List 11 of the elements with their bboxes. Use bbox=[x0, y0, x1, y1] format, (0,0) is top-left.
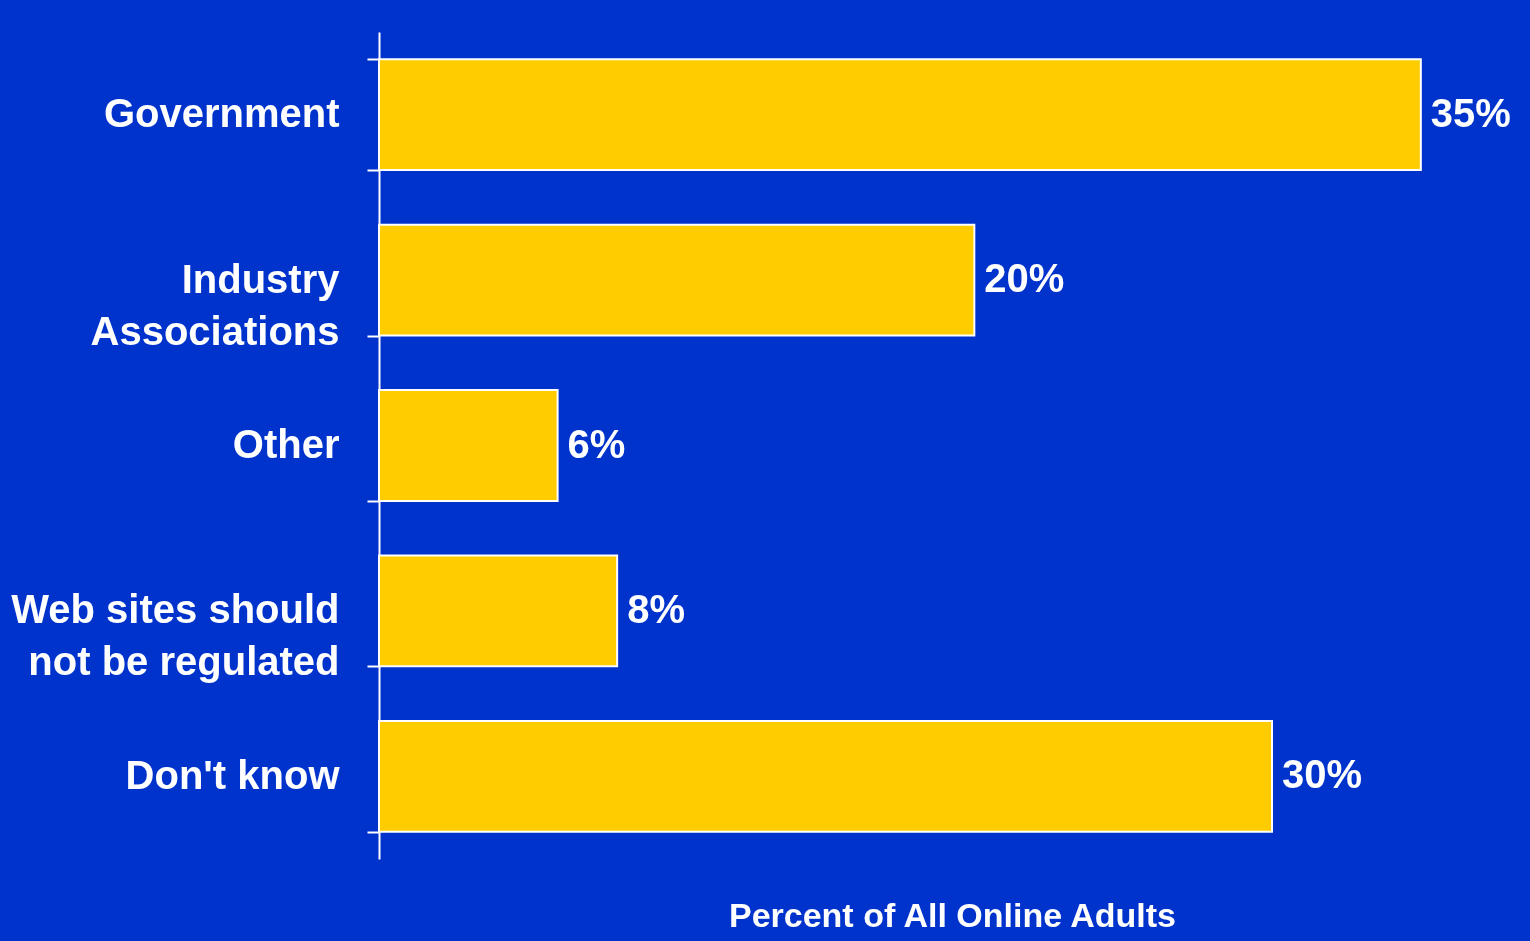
y-tick-label: Government bbox=[103, 91, 340, 136]
data-label: 30% bbox=[1281, 752, 1363, 797]
y-tick-label: Web sites should not be regulated bbox=[11, 587, 340, 684]
y-tick-label: Industry Associations bbox=[90, 256, 341, 353]
data-label: 8% bbox=[627, 586, 685, 631]
y-tick-label: Other bbox=[232, 422, 340, 466]
y-tick-label: Don't know bbox=[125, 752, 341, 797]
data-label: 20% bbox=[984, 256, 1065, 301]
data-label: 6% bbox=[567, 421, 626, 466]
data-label: 35% bbox=[1430, 90, 1511, 135]
x-axis-title: Percent of All Online Adults bbox=[728, 895, 1177, 934]
